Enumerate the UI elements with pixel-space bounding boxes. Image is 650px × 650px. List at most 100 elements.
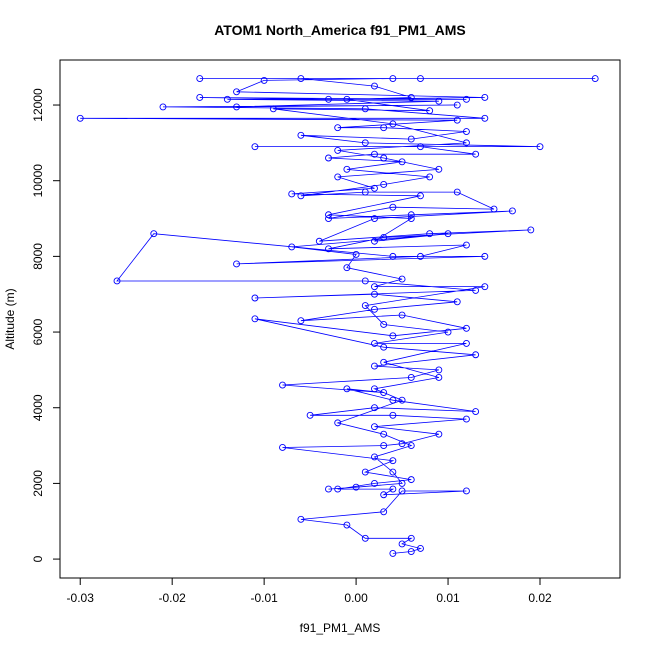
data-point [343, 165, 351, 173]
data-point [361, 302, 369, 310]
data-point [159, 103, 167, 111]
data-point [380, 124, 388, 132]
data-point [389, 396, 397, 404]
data-point [389, 75, 397, 82]
data-point [407, 94, 415, 101]
data-point [371, 184, 378, 192]
data-point [279, 381, 286, 389]
data-point [325, 245, 332, 253]
data-point [398, 275, 406, 283]
y-tick-label: 6000 [31, 318, 45, 345]
data-point [389, 120, 397, 128]
data-point [407, 442, 415, 450]
data-point [233, 103, 241, 111]
data-point [417, 252, 424, 260]
data-point [398, 396, 406, 404]
data-point [462, 128, 470, 135]
data-point [536, 143, 544, 151]
data-point [371, 305, 378, 313]
data-point [453, 298, 461, 306]
data-point [462, 324, 470, 332]
data-point [371, 150, 378, 158]
data-point [269, 105, 277, 113]
data-point [426, 107, 434, 115]
data-point [288, 243, 296, 251]
data-point [371, 423, 378, 431]
data-point [279, 444, 286, 451]
data-point [398, 487, 406, 495]
data-point [297, 75, 305, 82]
data-point [407, 476, 415, 484]
data-point [380, 154, 388, 162]
data-point [417, 143, 424, 151]
data-point [371, 283, 378, 291]
data-point [462, 95, 470, 103]
data-point [297, 515, 305, 523]
plot-frame [59, 59, 621, 579]
data-point [417, 545, 424, 552]
data-point [462, 339, 470, 347]
data-point [325, 215, 332, 222]
data-point [462, 241, 470, 249]
data-point [481, 114, 489, 122]
data-point [297, 192, 305, 200]
data-point [389, 485, 397, 493]
data-point [398, 479, 406, 487]
data-point [343, 521, 351, 529]
x-tick-label: 0.02 [528, 591, 552, 605]
data-point [380, 358, 388, 366]
x-tick-label: -0.02 [159, 591, 187, 605]
data-point [371, 453, 378, 461]
data-point [371, 339, 378, 347]
data-point [472, 286, 480, 294]
data-point [398, 311, 406, 319]
y-tick-label: 2000 [31, 470, 45, 497]
data-point [481, 252, 489, 260]
data-point [407, 374, 415, 381]
y-tick-label: 10000 [31, 164, 45, 198]
data-point [223, 95, 231, 103]
data-point [371, 290, 378, 298]
data-point [343, 95, 351, 103]
data-point [306, 411, 314, 419]
data-point [361, 468, 369, 476]
data-point [407, 548, 415, 555]
data-point [371, 362, 378, 370]
data-point [334, 124, 342, 132]
x-tick-label: -0.01 [250, 591, 278, 605]
data-point [361, 139, 369, 147]
data-point [444, 230, 452, 238]
data-point [435, 374, 443, 381]
data-point [251, 294, 259, 302]
y-tick-label: 0 [31, 555, 45, 562]
data-point [260, 76, 268, 84]
data-point [196, 75, 204, 82]
data-point [150, 230, 158, 238]
data-point [462, 139, 470, 147]
data-point [380, 343, 388, 351]
x-tick-label: -0.03 [67, 591, 95, 605]
data-point [251, 315, 259, 323]
data-point [371, 215, 378, 222]
data-point [389, 549, 397, 557]
data-point [352, 483, 360, 491]
data-point [481, 283, 489, 291]
data-point [343, 385, 351, 393]
chart-title: ATOM1 North_America f91_PM1_AMS [214, 22, 466, 38]
x-tick-label: 0.01 [436, 591, 460, 605]
data-point [426, 230, 434, 238]
data-point [371, 82, 378, 90]
data-point [389, 411, 397, 419]
data-point [435, 165, 443, 173]
data-point [389, 252, 397, 260]
y-axis-label: Altitude (m) [3, 288, 17, 349]
data-point [453, 101, 461, 109]
data-point [334, 485, 342, 493]
data-point [453, 116, 461, 124]
data-point [462, 487, 470, 495]
data-point [361, 188, 369, 196]
x-tick-label: 0.00 [344, 591, 368, 605]
data-point [380, 389, 388, 397]
data-point [407, 135, 415, 143]
data-point [435, 366, 443, 374]
